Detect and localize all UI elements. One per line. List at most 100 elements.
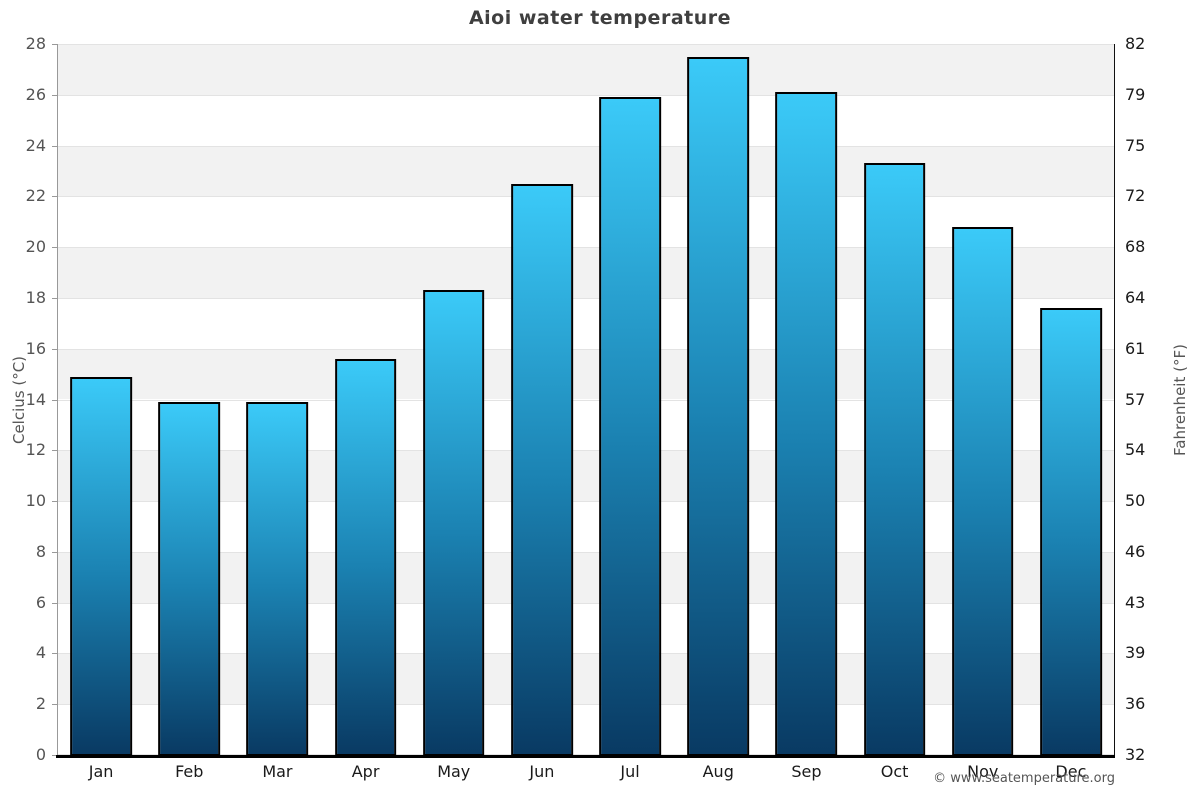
y-tick-mark [52,755,57,756]
bar-jan [70,376,132,755]
y-tick-fahrenheit-75: 75 [1125,135,1146,155]
y-tick-mark [52,450,57,452]
y-tick-celsius-10: 10 [25,491,46,511]
y-tick-mark [52,348,57,350]
plot-band [57,196,1115,248]
bar-slot-nov [939,44,1027,755]
gridline [57,348,1115,350]
bar-sep [775,92,838,755]
y-tick-celsius-6: 6 [35,592,46,612]
y-tick-celsius-28: 28 [25,34,46,53]
x-tick-label-nov: Nov [967,762,999,781]
bar-slot-sep [762,44,850,755]
bar-feb [158,402,221,755]
y-tick-fahrenheit-61: 61 [1125,338,1146,358]
x-tick-label-mar: Mar [262,762,293,781]
bar-slot-feb [145,44,233,755]
x-tick-label-feb: Feb [175,762,204,781]
y-axis-line-left [57,44,58,755]
y-tick-fahrenheit-68: 68 [1125,237,1146,257]
y-tick-mark [52,602,57,604]
y-tick-celsius-14: 14 [25,389,46,409]
plot-band [57,602,1115,654]
plot-band [57,145,1115,197]
plot-band [57,247,1115,298]
y-axis-label-fahrenheit: Fahrenheit (°F) [1171,344,1189,456]
y-tick-fahrenheit-54: 54 [1125,440,1146,460]
y-tick-fahrenheit-64: 64 [1125,287,1146,307]
y-tick-fahrenheit-57: 57 [1125,389,1146,409]
watermark-credit: © www.seatemperature.org [933,771,1115,786]
y-tick-fahrenheit-39: 39 [1125,643,1146,663]
plot-band [57,44,1115,95]
bar-slot-oct [851,44,939,755]
y-tick-celsius-18: 18 [25,287,46,307]
plot-band [57,94,1115,146]
y-tick-celsius-2: 2 [35,694,46,714]
plot-band [57,348,1115,400]
plot-band [57,450,1115,502]
bar-slot-mar [233,44,321,755]
gridline [57,145,1115,147]
plot-band [57,297,1115,349]
gridline [57,247,1115,249]
bar-slot-jan [57,44,145,755]
bar-dec [1040,308,1102,755]
gridline [57,653,1115,655]
x-tick-label-oct: Oct [880,762,909,781]
y-tick-celsius-24: 24 [25,135,46,155]
y-tick-fahrenheit-82: 82 [1125,34,1146,53]
plot-band [57,501,1115,552]
gridline [57,196,1115,198]
y-tick-fahrenheit-79: 79 [1125,84,1146,104]
x-tick-label-apr: Apr [351,762,380,781]
y-tick-celsius-20: 20 [25,237,46,257]
bar-mar [246,402,309,755]
gridline [57,704,1115,706]
bar-jun [511,183,573,755]
bar-jul [599,97,661,755]
y-tick-fahrenheit-36: 36 [1125,694,1146,714]
bar-apr [334,358,397,755]
plot-band [57,399,1115,451]
y-tick-mark [52,704,57,706]
gridline [57,94,1115,96]
bar-slot-jul [586,44,674,755]
y-tick-mark [52,44,57,45]
y-tick-mark [52,551,57,553]
y-axis-line-right [1114,44,1115,755]
x-tick-label-dec: Dec [1055,762,1087,781]
bar-oct [863,163,926,755]
y-tick-mark [52,247,57,249]
gridline [57,297,1115,299]
gridline [57,44,1115,45]
y-tick-fahrenheit-32: 32 [1125,745,1146,764]
bar-slot-apr [322,44,410,755]
y-tick-mark [52,297,57,299]
y-tick-mark [52,94,57,96]
y-tick-fahrenheit-43: 43 [1125,592,1146,612]
gridline [57,754,1115,755]
plot-area [56,44,1115,758]
bar-slot-may [410,44,498,755]
bars-layer [57,44,1115,755]
plot-band [57,704,1115,755]
bar-may [422,290,485,755]
y-tick-mark [52,399,57,401]
plot-bands [57,44,1115,755]
x-tick-label-jan: Jan [88,762,114,781]
chart-title: Aioi water temperature [468,7,732,29]
x-tick-label-may: May [437,762,471,781]
y-tick-mark [52,653,57,655]
bar-slot-dec [1027,44,1115,755]
y-tick-mark [52,196,57,198]
x-tick-label-jun: Jun [529,762,555,781]
y-tick-celsius-26: 26 [25,84,46,104]
plot-band [57,653,1115,705]
y-tick-fahrenheit-72: 72 [1125,186,1146,206]
x-tick-label-sep: Sep [791,762,822,781]
y-tick-fahrenheit-46: 46 [1125,541,1146,561]
x-tick-label-aug: Aug [702,762,734,781]
bar-slot-jun [498,44,586,755]
